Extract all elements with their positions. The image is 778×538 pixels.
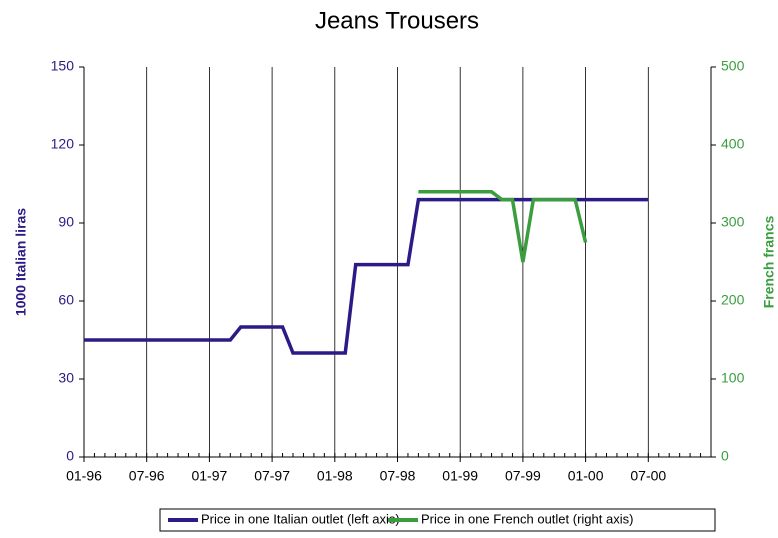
y2-tick-label: 400 — [721, 136, 745, 152]
legend-label: Price in one French outlet (right axis) — [421, 511, 633, 526]
x-tick-label: 01-00 — [568, 468, 604, 484]
series-line — [84, 197, 649, 355]
x-tick-label: 01-97 — [191, 468, 227, 484]
y-tick-label: 150 — [51, 58, 75, 74]
legend-box — [159, 508, 716, 532]
x-tick-label: 07-98 — [380, 468, 416, 484]
x-tick-label: 07-97 — [254, 468, 290, 484]
x-tick-label: 01-99 — [442, 468, 478, 484]
chart-title: Jeans Trousers — [315, 7, 479, 34]
y2-tick-label: 0 — [721, 448, 729, 464]
y2-tick-label: 100 — [721, 370, 745, 386]
x-tick-label: 01-98 — [317, 468, 353, 484]
x-tick-label: 07-96 — [129, 468, 165, 484]
series-line — [418, 190, 588, 263]
y-tick-label: 30 — [58, 370, 74, 386]
y-tick-label: 90 — [58, 214, 74, 230]
x-tick-label: 07-99 — [505, 468, 541, 484]
y2-tick-label: 200 — [721, 292, 745, 308]
x-tick-label: 07-00 — [630, 468, 666, 484]
y2-tick-label: 500 — [721, 58, 745, 74]
y2-tick-label: 300 — [721, 214, 745, 230]
y-tick-label: 60 — [58, 292, 74, 308]
x-tick-label: 01-96 — [66, 468, 102, 484]
legend-label: Price in one Italian outlet (left axis) — [201, 511, 400, 526]
y-tick-label: 0 — [66, 448, 74, 464]
y-axis-title: 1000 Italian liras — [13, 208, 29, 316]
y2-axis-title: French francs — [761, 215, 777, 308]
y-tick-label: 120 — [51, 136, 75, 152]
